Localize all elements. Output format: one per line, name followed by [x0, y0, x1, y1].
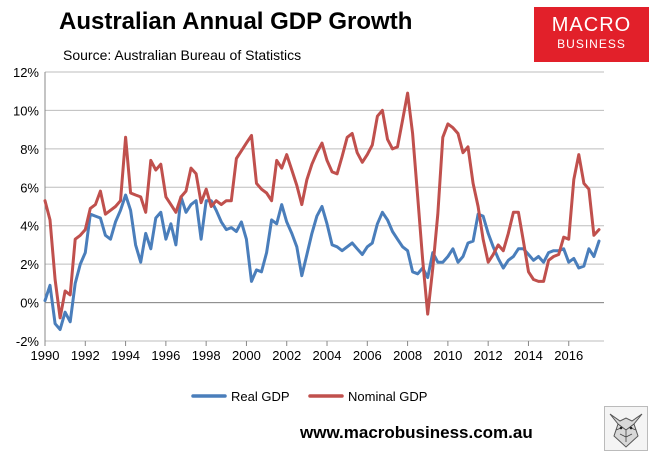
y-tick-label: 4%	[20, 219, 39, 234]
series-line-real-gdp	[43, 193, 601, 331]
x-tick-label: 2006	[353, 348, 382, 363]
x-tick-label: 1996	[151, 348, 180, 363]
logo-line-2: BUSINESS	[557, 37, 626, 51]
x-tick-label: 1998	[192, 348, 221, 363]
y-tick-label: 10%	[13, 103, 39, 118]
logo-line-1: MACRO	[551, 14, 632, 36]
macrobusiness-logo: MACRO BUSINESS	[534, 7, 649, 62]
footer-url: www.macrobusiness.com.au	[300, 423, 533, 442]
chart-subtitle: Source: Australian Bureau of Statistics	[63, 47, 302, 63]
y-tick-label: 2%	[20, 257, 39, 272]
x-tick-label: 1990	[31, 348, 60, 363]
y-tick-label: -2%	[16, 334, 40, 349]
y-tick-label: 0%	[20, 296, 39, 311]
wolf-sketch-icon	[604, 406, 648, 451]
chart-title: Australian Annual GDP Growth	[59, 8, 413, 35]
y-tick-label: 12%	[13, 65, 39, 80]
x-tick-label: 2002	[272, 348, 301, 363]
x-tick-label: 1992	[71, 348, 100, 363]
y-tick-label: 6%	[20, 180, 39, 195]
legend-label-real-gdp: Real GDP	[231, 389, 290, 404]
x-tick-label: 1994	[111, 348, 140, 363]
y-tick-label: 8%	[20, 142, 39, 157]
x-tick-label: 2004	[313, 348, 342, 363]
x-tick-label: 2000	[232, 348, 261, 363]
series-line-nominal-gdp	[43, 91, 601, 320]
legend-label-nominal-gdp: Nominal GDP	[348, 389, 427, 404]
x-tick-label: 2014	[514, 348, 543, 363]
x-tick-label: 2008	[393, 348, 422, 363]
x-tick-label: 2016	[554, 348, 583, 363]
x-tick-label: 2010	[433, 348, 462, 363]
x-tick-label: 2012	[474, 348, 503, 363]
